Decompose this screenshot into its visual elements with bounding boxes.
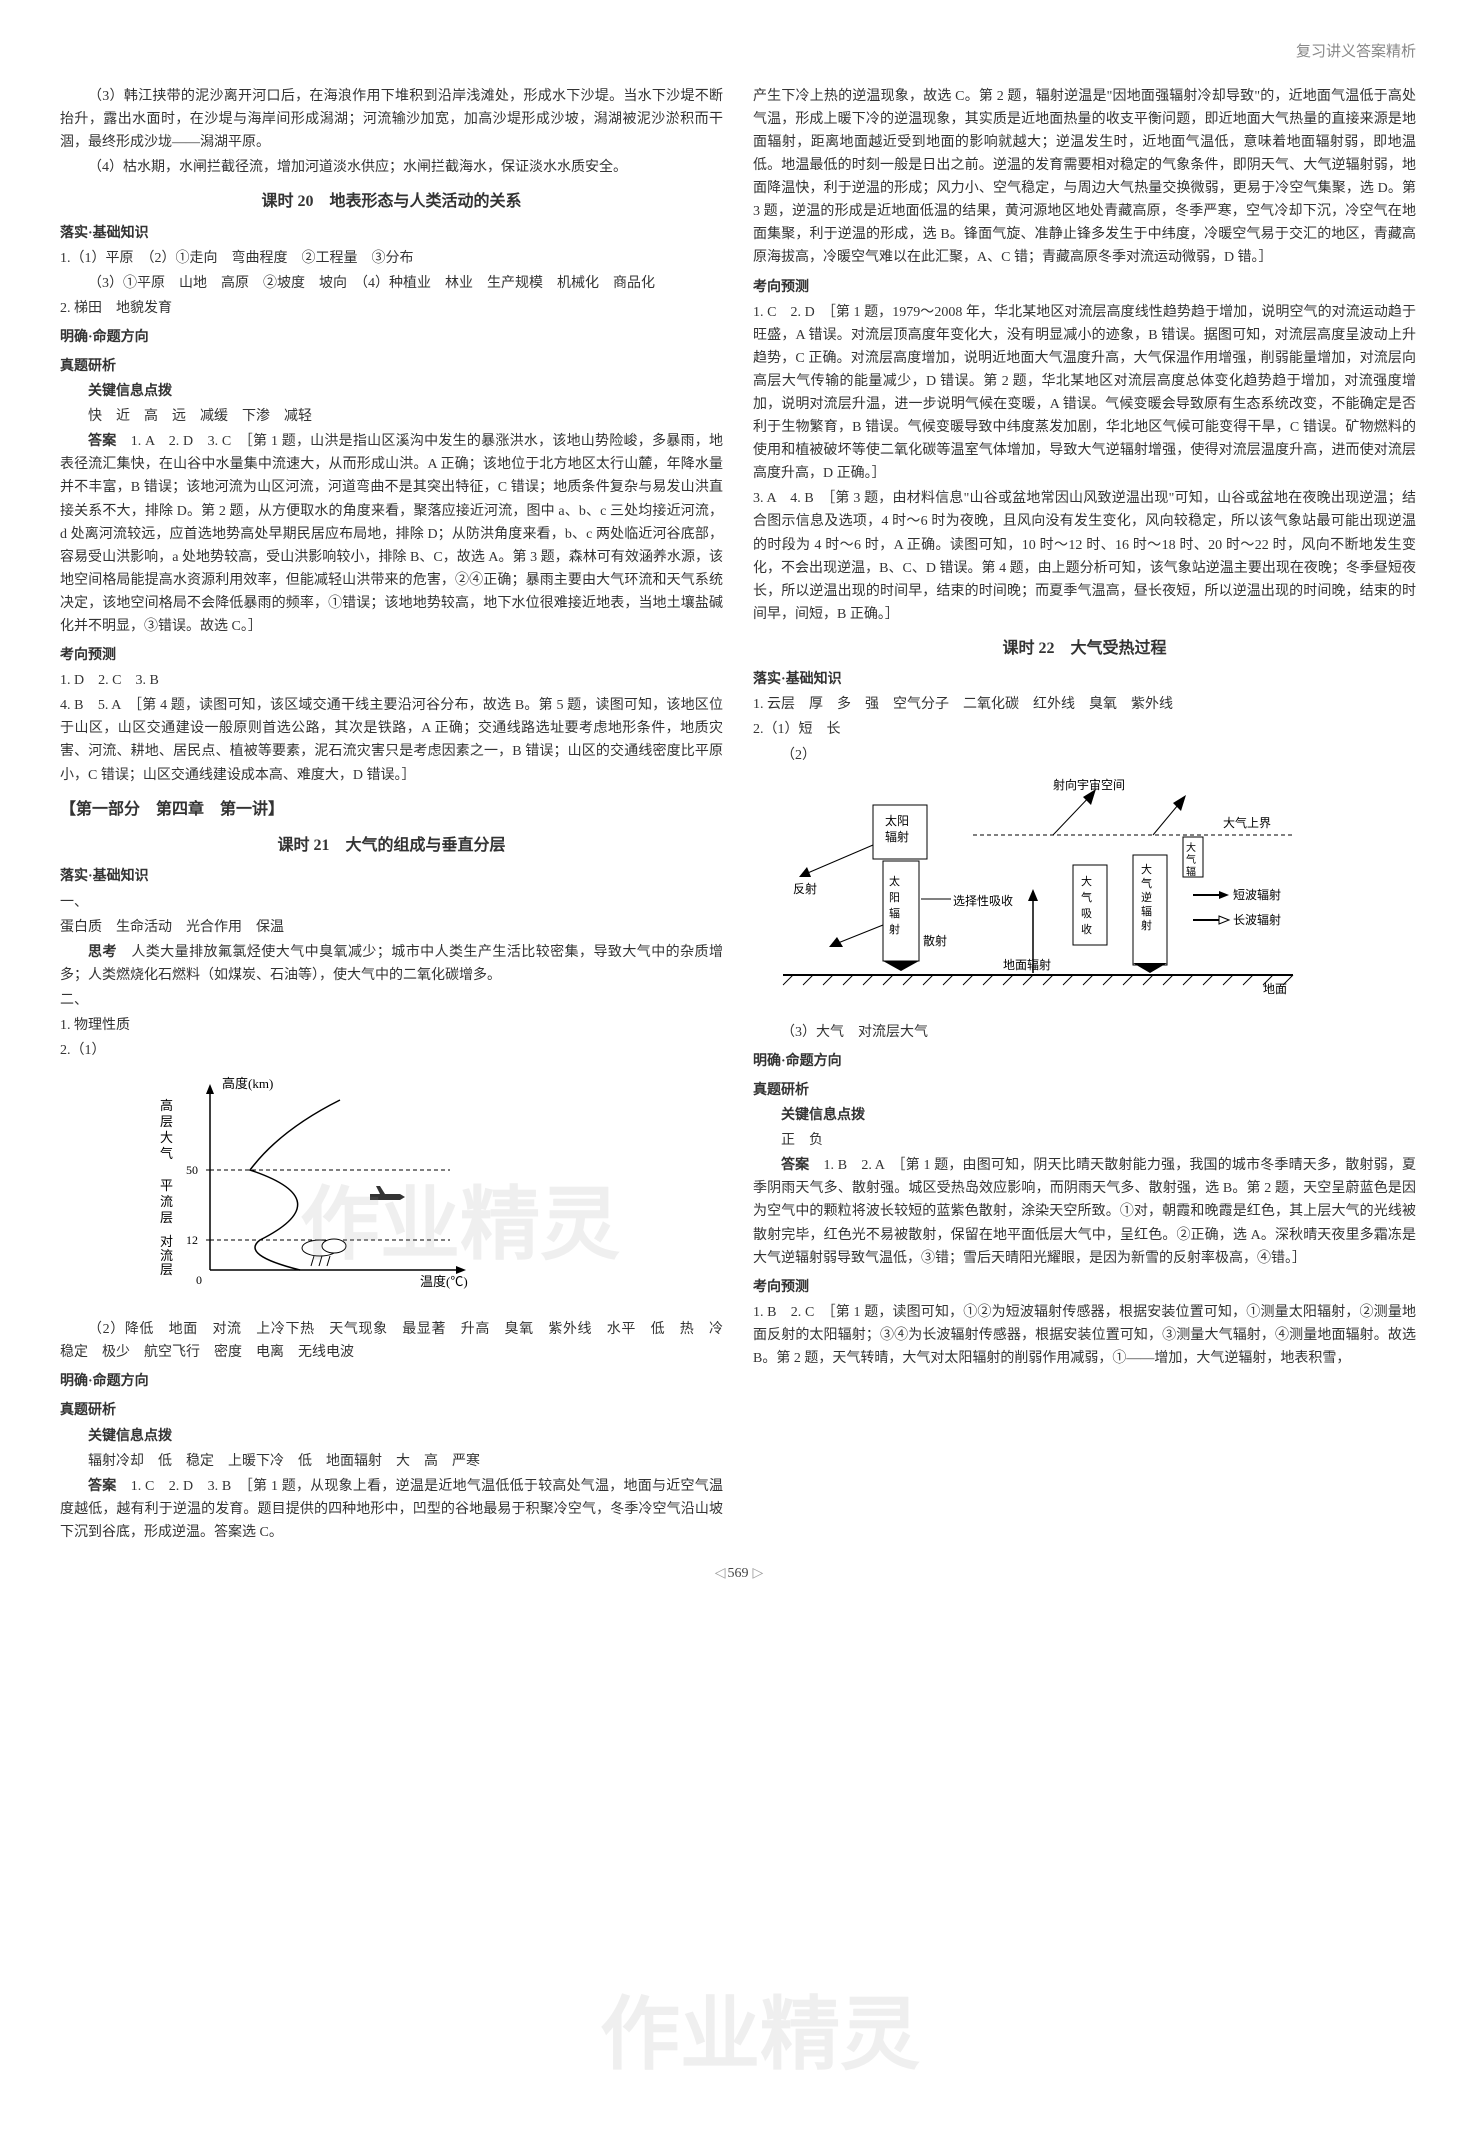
- body-text: 快 近 高 远 减缓 下渗 减轻: [60, 405, 723, 428]
- svg-text:对: 对: [160, 1234, 173, 1249]
- svg-text:气: 气: [1081, 890, 1092, 904]
- section-title-21: 课时 21 大气的组成与垂直分层: [60, 833, 723, 859]
- key-info-label: 关键信息点拨: [753, 1104, 1416, 1127]
- right-column: 产生下冷上热的逆温现象，故选 C。第 2 题，辐射逆温是"因地面强辐射冷却导致"…: [753, 85, 1416, 1546]
- svg-text:大: 大: [1186, 841, 1196, 854]
- svg-text:流: 流: [160, 1194, 173, 1209]
- svg-text:辐射: 辐射: [885, 829, 909, 844]
- svg-text:太: 太: [889, 875, 900, 888]
- subtitle-proposition: 明确·命题方向: [60, 1370, 723, 1393]
- body-text: 正 负: [753, 1129, 1416, 1152]
- svg-text:气: 气: [1186, 853, 1196, 866]
- svg-text:选择性吸收: 选择性吸收: [953, 894, 1013, 908]
- body-text: 2. 梯田 地貌发育: [60, 297, 723, 320]
- subtitle-predict: 考向预测: [753, 1276, 1416, 1299]
- svg-text:散射: 散射: [923, 933, 947, 948]
- svg-text:辐: 辐: [889, 906, 900, 920]
- svg-text:大气上界: 大气上界: [1223, 815, 1271, 830]
- svg-text:辐: 辐: [1186, 865, 1196, 878]
- subtitle-exam: 真题研析: [60, 1399, 723, 1422]
- svg-text:高: 高: [160, 1098, 173, 1113]
- body-text: （3）大气 对流层大气: [753, 1021, 1416, 1044]
- body-text: （2）降低 地面 对流 上冷下热 天气现象 最显著 升高 臭氧 紫外线 水平 低…: [60, 1318, 723, 1364]
- subtitle-proposition: 明确·命题方向: [753, 1050, 1416, 1073]
- body-text: （3）韩江挟带的泥沙离开河口后，在海浪作用下堆积到沿岸浅滩处，形成水下沙堤。当水…: [60, 85, 723, 154]
- svg-text:流: 流: [160, 1248, 173, 1263]
- answer-text: 答案 1. C 2. D 3. B ［第 1 题，从现象上看，逆温是近地气温低低…: [60, 1475, 723, 1544]
- answer-text: 答案 1. A 2. D 3. C ［第 1 题，山洪是指山区溪沟中发生的暴涨洪…: [60, 430, 723, 638]
- svg-text:阳: 阳: [889, 891, 900, 904]
- subtitle-basic: 落实·基础知识: [60, 222, 723, 245]
- section-title-20: 课时 20 地表形态与人类活动的关系: [60, 189, 723, 215]
- subtitle-proposition: 明确·命题方向: [60, 326, 723, 349]
- svg-text:射: 射: [1141, 918, 1152, 932]
- body-text: 1. 云层 厚 多 强 空气分子 二氧化碳 红外线 臭氧 紫外线: [753, 693, 1416, 716]
- atmosphere-chart: 高 层 大 气 平 流 层 对 流 层 高度(km) 50 12 0: [140, 1070, 723, 1310]
- body-text: 3. A 4. B ［第 3 题，由材料信息"山谷或盆地常因山风致逆温出现"可知…: [753, 487, 1416, 626]
- subtitle-predict: 考向预测: [60, 644, 723, 667]
- subtitle-exam: 真题研析: [753, 1079, 1416, 1102]
- svg-text:层: 层: [160, 1210, 173, 1225]
- subtitle-predict: 考向预测: [753, 276, 1416, 299]
- svg-text:大: 大: [160, 1130, 173, 1145]
- body-text: 1.（1）平原 （2）①走向 弯曲程度 ②工程量 ③分布: [60, 247, 723, 270]
- svg-text:0: 0: [196, 1273, 202, 1287]
- chapter-title: 【第一部分 第四章 第一讲】: [60, 797, 723, 823]
- left-column: （3）韩江挟带的泥沙离开河口后，在海浪作用下堆积到沿岸浅滩处，形成水下沙堤。当水…: [60, 85, 723, 1546]
- svg-text:气: 气: [1141, 876, 1152, 890]
- svg-text:地面: 地面: [1263, 982, 1287, 996]
- svg-text:平: 平: [160, 1178, 173, 1193]
- svg-text:射: 射: [889, 922, 900, 936]
- svg-text:反射: 反射: [793, 881, 817, 896]
- svg-text:吸: 吸: [1081, 908, 1092, 920]
- body-text: 2.（1）: [60, 1039, 723, 1062]
- subtitle-basic: 落实·基础知识: [753, 668, 1416, 691]
- svg-text:层: 层: [160, 1262, 173, 1277]
- think-text: 思考 人类大量排放氟氯烃使大气中臭氧减少；城市中人类生产生活比较密集，导致大气中…: [60, 941, 723, 987]
- watermark: 作业精灵: [600, 1970, 920, 2102]
- section-title-22: 课时 22 大气受热过程: [753, 636, 1416, 662]
- body-text: （4）枯水期，水闸拦截径流，增加河道淡水供应；水闸拦截海水，保证淡水水质安全。: [60, 156, 723, 179]
- body-text: 蛋白质 生命活动 光合作用 保温: [60, 916, 723, 939]
- svg-text:大: 大: [1081, 874, 1092, 888]
- svg-text:温度(℃): 温度(℃): [420, 1274, 468, 1289]
- svg-text:地面辐射: 地面辐射: [1003, 957, 1051, 972]
- body-text: 4. B 5. A ［第 4 题，读图可知，该区域交通干线主要沿河谷分布，故选 …: [60, 694, 723, 786]
- body-text: 辐射冷却 低 稳定 上暖下冷 低 地面辐射 大 高 严寒: [60, 1450, 723, 1473]
- page-header: 复习讲义答案精析: [60, 40, 1416, 65]
- body-text: 二、: [60, 989, 723, 1012]
- svg-text:高度(km): 高度(km): [222, 1076, 273, 1091]
- answer-text: 答案 1. B 2. A ［第 1 题，由图可知，阴天比晴天散射能力强，我国的城…: [753, 1154, 1416, 1269]
- body-text: （3）①平原 山地 高原 ②坡度 坡向 （4）种植业 林业 生产规模 机械化 商…: [60, 272, 723, 295]
- svg-text:50: 50: [186, 1163, 198, 1177]
- body-text: 2.（1）短 长: [753, 718, 1416, 741]
- body-text: 一、: [60, 891, 723, 914]
- body-text: （2）: [753, 744, 1416, 767]
- svg-text:层: 层: [160, 1114, 173, 1129]
- body-text: 1. D 2. C 3. B: [60, 669, 723, 692]
- key-info-label: 关键信息点拨: [60, 380, 723, 403]
- svg-text:长波辐射: 长波辐射: [1233, 912, 1281, 927]
- body-text: 1. C 2. D ［第 1 题，1979～2008 年，华北某地区对流层高度线…: [753, 301, 1416, 486]
- svg-text:逆: 逆: [1141, 890, 1152, 904]
- svg-text:大: 大: [1141, 862, 1152, 876]
- body-text: 1. B 2. C ［第 1 题，读图可知，①②为短波辐射传感器，根据安装位置可…: [753, 1301, 1416, 1370]
- svg-text:太阳: 太阳: [885, 813, 909, 828]
- body-text: 1. 物理性质: [60, 1014, 723, 1037]
- subtitle-exam: 真题研析: [60, 355, 723, 378]
- svg-text:辐: 辐: [1141, 904, 1152, 918]
- page-number: 569: [60, 1562, 1416, 1585]
- svg-text:收: 收: [1081, 922, 1092, 936]
- svg-text:短波辐射: 短波辐射: [1233, 887, 1281, 902]
- radiation-diagram: 地面 大气上界 太阳 辐射 反射 太 阳 辐 射: [753, 775, 1416, 1013]
- subtitle-basic: 落实·基础知识: [60, 865, 723, 888]
- key-info-label: 关键信息点拨: [60, 1425, 723, 1448]
- body-text: 产生下冷上热的逆温现象，故选 C。第 2 题，辐射逆温是"因地面强辐射冷却导致"…: [753, 85, 1416, 270]
- svg-text:12: 12: [186, 1233, 198, 1247]
- svg-text:射向宇宙空间: 射向宇宙空间: [1053, 777, 1125, 792]
- svg-text:气: 气: [160, 1146, 173, 1161]
